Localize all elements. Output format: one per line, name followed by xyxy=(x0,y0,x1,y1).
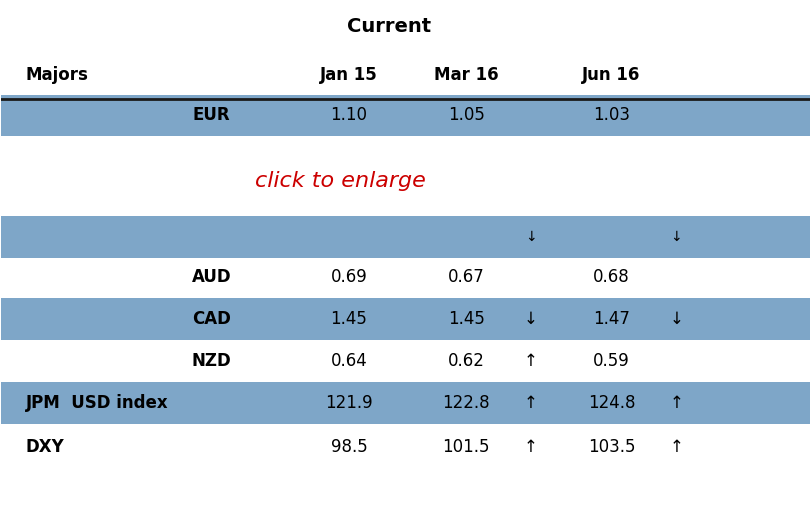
Text: ↓: ↓ xyxy=(671,230,682,244)
Text: 0.64: 0.64 xyxy=(331,352,367,370)
Text: 1.45: 1.45 xyxy=(448,310,484,328)
Text: 101.5: 101.5 xyxy=(442,438,490,456)
Text: ↓: ↓ xyxy=(525,230,537,244)
Text: ↑: ↑ xyxy=(524,352,538,370)
Text: ↑: ↑ xyxy=(669,394,683,412)
Text: ↑: ↑ xyxy=(524,394,538,412)
Text: 0.67: 0.67 xyxy=(448,268,484,286)
Text: 122.8: 122.8 xyxy=(442,394,490,412)
Text: 1.05: 1.05 xyxy=(448,106,484,124)
Text: DXY: DXY xyxy=(26,438,64,456)
Text: click to enlarge: click to enlarge xyxy=(255,171,427,191)
Text: ↓: ↓ xyxy=(524,310,538,328)
Text: 98.5: 98.5 xyxy=(331,438,367,456)
FancyBboxPatch shape xyxy=(2,382,809,423)
Text: EUR: EUR xyxy=(193,106,230,124)
Text: 1.45: 1.45 xyxy=(331,310,367,328)
Text: 0.62: 0.62 xyxy=(448,352,484,370)
Text: Majors: Majors xyxy=(26,66,88,84)
Text: 103.5: 103.5 xyxy=(588,438,635,456)
Text: 1.03: 1.03 xyxy=(593,106,630,124)
Text: 0.69: 0.69 xyxy=(331,268,367,286)
Text: 124.8: 124.8 xyxy=(588,394,635,412)
Text: CAD: CAD xyxy=(192,310,231,328)
Text: 0.68: 0.68 xyxy=(593,268,630,286)
Text: 1.47: 1.47 xyxy=(593,310,630,328)
Text: ↑: ↑ xyxy=(524,438,538,456)
Text: Jun 16: Jun 16 xyxy=(582,66,641,84)
Text: AUD: AUD xyxy=(191,268,231,286)
Text: ↑: ↑ xyxy=(669,438,683,456)
Text: Mar 16: Mar 16 xyxy=(434,66,499,84)
Text: Jan 15: Jan 15 xyxy=(320,66,378,84)
Text: 1.10: 1.10 xyxy=(330,106,367,124)
Text: 121.9: 121.9 xyxy=(325,394,373,412)
Text: JPM  USD index: JPM USD index xyxy=(26,394,168,412)
Text: ↓: ↓ xyxy=(669,310,683,328)
FancyBboxPatch shape xyxy=(2,216,809,258)
Text: NZD: NZD xyxy=(191,352,231,370)
Text: 0.59: 0.59 xyxy=(593,352,630,370)
Text: Current: Current xyxy=(347,17,431,36)
FancyBboxPatch shape xyxy=(2,298,809,340)
FancyBboxPatch shape xyxy=(2,95,809,136)
